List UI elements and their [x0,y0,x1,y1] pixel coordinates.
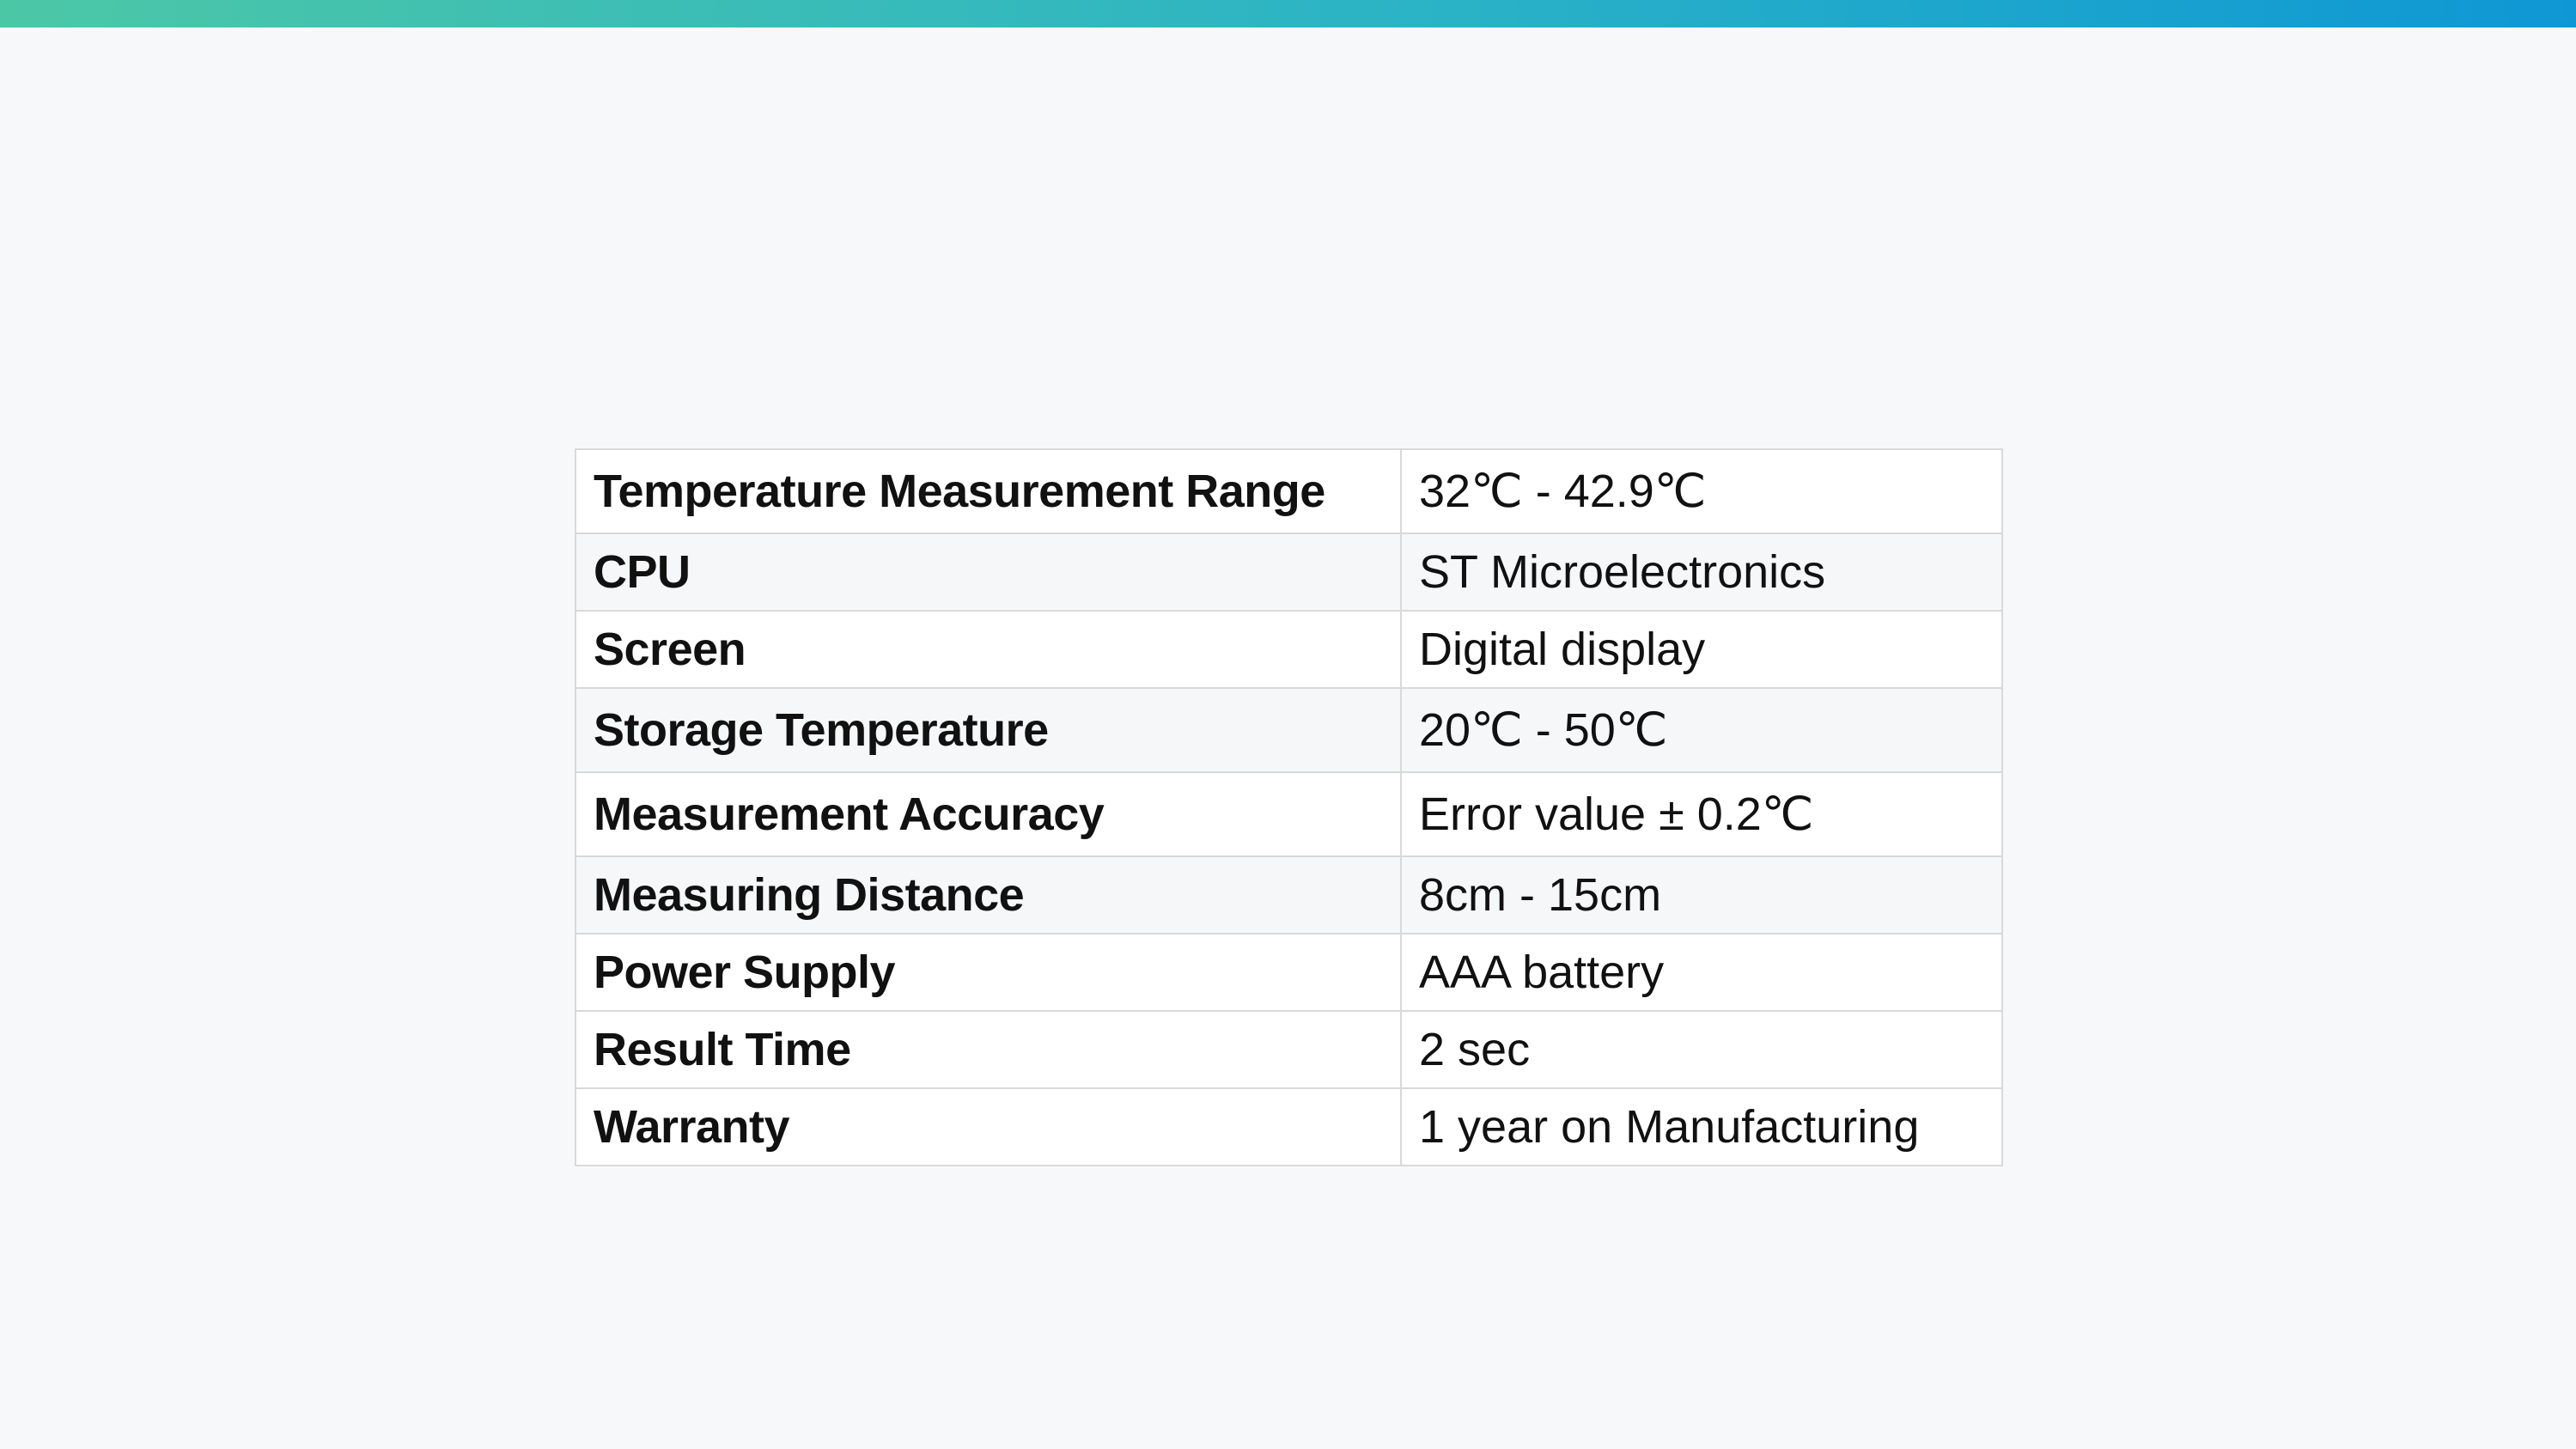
spec-label: Measurement Accuracy [575,771,1402,857]
spec-row-measuring-distance: Measuring Distance 8cm - 15cm [575,855,2003,935]
spec-value: 20℃ - 50℃ [1400,687,2003,773]
spec-row-cpu: CPU ST Microelectronics [575,533,2003,612]
spec-value: 8cm - 15cm [1400,855,2003,935]
spec-label: Storage Temperature [575,687,1402,773]
spec-label: Screen [575,610,1402,689]
spec-label: Temperature Measurement Range [575,448,1402,534]
spec-value: 32℃ - 42.9℃ [1400,448,2003,534]
spec-row-screen: Screen Digital display [575,610,2003,689]
spec-row-power-supply: Power Supply AAA battery [575,933,2003,1012]
spec-row-warranty: Warranty 1 year on Manufacturing [575,1087,2003,1166]
spec-value: ST Microelectronics [1400,533,2003,612]
spec-row-result-time: Result Time 2 sec [575,1010,2003,1089]
spec-value: 1 year on Manufacturing [1400,1087,2003,1166]
spec-label: Measuring Distance [575,855,1402,935]
spec-label: CPU [575,533,1402,612]
spec-label: Warranty [575,1087,1402,1166]
spec-row-storage-temperature: Storage Temperature 20℃ - 50℃ [575,687,2003,773]
spec-row-measurement-accuracy: Measurement Accuracy Error value ± 0.2℃ [575,771,2003,857]
spec-label: Power Supply [575,933,1402,1012]
spec-value: Error value ± 0.2℃ [1400,771,2003,857]
spec-label: Result Time [575,1010,1402,1089]
spec-value: AAA battery [1400,933,2003,1012]
spec-value: 2 sec [1400,1010,2003,1089]
spec-row-temperature-range: Temperature Measurement Range 32℃ - 42.9… [575,448,2003,534]
spec-value: Digital display [1400,610,2003,689]
top-accent-bar [0,0,2576,27]
spec-table: Temperature Measurement Range 32℃ - 42.9… [575,448,2003,1166]
